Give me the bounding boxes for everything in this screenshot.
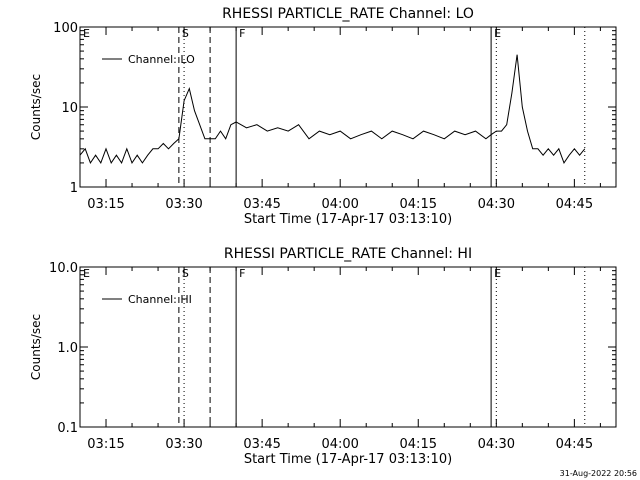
y-tick-label: 10 bbox=[61, 101, 78, 116]
x-tick-label: 04:30 bbox=[478, 437, 515, 452]
footer-date: 31-Aug-2022 20:56 bbox=[560, 469, 637, 478]
event-marker-label: S bbox=[182, 267, 189, 280]
y-tick-label: 10.0 bbox=[49, 261, 78, 276]
x-axis-label: Start Time (17-Apr-17 03:13:10) bbox=[244, 212, 452, 227]
event-marker-label: F bbox=[239, 267, 245, 280]
x-tick-label: 03:45 bbox=[243, 437, 280, 452]
y-tick-label: 1.0 bbox=[57, 341, 78, 356]
y-axis-label: Counts/sec bbox=[29, 74, 43, 140]
chart-panel-lo: RHESSI PARTICLE_RATE Channel: LO Counts/s… bbox=[29, 6, 617, 227]
x-tick-label: 04:00 bbox=[321, 437, 358, 452]
x-tick-label: 04:00 bbox=[321, 197, 358, 212]
event-marker-label: F bbox=[239, 27, 245, 40]
chart-panel-hi: RHESSI PARTICLE_RATE Channel: HI Counts/s… bbox=[29, 246, 617, 467]
x-tick-label: 04:45 bbox=[556, 437, 593, 452]
y-tick-label: 1 bbox=[70, 181, 78, 196]
x-tick-label: 04:15 bbox=[400, 197, 437, 212]
chart-title: RHESSI PARTICLE_RATE Channel: HI bbox=[224, 246, 472, 262]
x-tick-label: 04:45 bbox=[556, 197, 593, 212]
event-marker-label: E bbox=[83, 267, 90, 280]
x-tick-label: 03:30 bbox=[165, 437, 202, 452]
x-tick-label: 04:15 bbox=[400, 437, 437, 452]
y-tick-label: 0.1 bbox=[57, 421, 78, 436]
event-marker-label: E bbox=[83, 27, 90, 40]
chart-title: RHESSI PARTICLE_RATE Channel: LO bbox=[222, 6, 474, 22]
x-tick-label: 03:45 bbox=[243, 197, 280, 212]
x-tick-label: 03:30 bbox=[165, 197, 202, 212]
x-tick-label: 03:15 bbox=[87, 437, 124, 452]
plot-frame bbox=[79, 26, 617, 188]
y-tick-label: 100 bbox=[53, 21, 78, 36]
event-marker-label: E bbox=[494, 27, 501, 40]
event-marker-label: S bbox=[182, 27, 189, 40]
plot-frame bbox=[79, 266, 617, 428]
x-axis-label: Start Time (17-Apr-17 03:13:10) bbox=[244, 452, 452, 467]
event-marker-label: E bbox=[494, 267, 501, 280]
legend-label: Channel: HI bbox=[128, 293, 192, 306]
x-tick-label: 03:15 bbox=[87, 197, 124, 212]
series-line bbox=[79, 54, 586, 164]
legend-label: Channel: LO bbox=[128, 53, 195, 66]
y-axis-label: Counts/sec bbox=[29, 314, 43, 380]
x-tick-label: 04:30 bbox=[478, 197, 515, 212]
